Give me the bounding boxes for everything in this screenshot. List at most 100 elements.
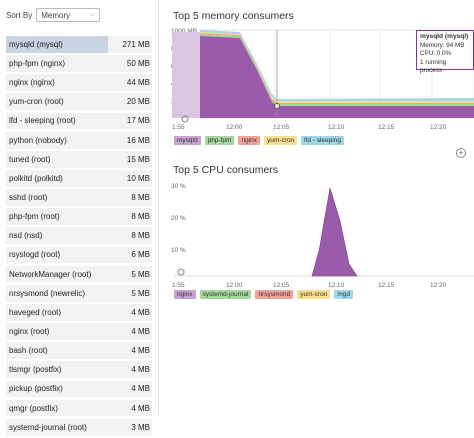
y-tick-label: 20 % <box>171 215 186 222</box>
process-value: 16 MB <box>126 135 150 145</box>
process-row[interactable]: sshd (root) 8 MB <box>6 189 152 206</box>
x-tick-label: 12:15 <box>378 282 395 288</box>
x-tick-label: 12:10 <box>328 282 345 288</box>
process-name: nsd (nsd) <box>9 231 43 241</box>
process-row[interactable]: systemd-journal (root) 3 MB <box>6 418 152 436</box>
process-row[interactable]: rsyslogd (root) 6 MB <box>6 246 152 264</box>
process-row[interactable]: haveged (root) 4 MB <box>6 303 152 321</box>
process-row[interactable]: nginx (root) 4 MB <box>6 323 152 340</box>
process-value: 4 MB <box>131 346 150 356</box>
x-tick-label: 12:05 <box>273 282 290 288</box>
hover-point <box>274 103 280 109</box>
process-row[interactable]: nsd (nsd) 8 MB <box>6 227 152 245</box>
process-value: 17 MB <box>126 116 150 126</box>
process-name: php-fpm (nginx) <box>9 59 66 69</box>
sort-selected-value: Memory <box>41 10 71 20</box>
process-name: NetworkManager (root) <box>9 269 92 279</box>
process-name: rsyslogd (root) <box>9 250 61 260</box>
process-row[interactable]: nrsysmond (newrelic) 5 MB <box>6 284 152 302</box>
y-tick-label: 1000 MB <box>171 28 197 35</box>
history-area <box>172 32 202 118</box>
process-row[interactable]: lfd - sleeping (root) 17 MB <box>6 112 152 130</box>
tooltip-cpu: CPU: 0.0% <box>420 50 452 58</box>
process-value: 271 MB <box>122 39 150 49</box>
plus-circle-icon[interactable]: + <box>456 148 466 158</box>
process-value: 4 MB <box>131 327 150 336</box>
x-tick-label: 12:20 <box>430 282 447 288</box>
y-tick-label: 10 % <box>171 247 186 254</box>
x-tick-label: 12:10 <box>328 124 345 131</box>
legend-item[interactable]: yum-cron <box>264 136 298 145</box>
process-name: tlsmgr (postfix) <box>9 365 62 375</box>
cpu-legend: nginx systemd-journal nrsysmond yum-cron mgd <box>174 290 353 299</box>
process-row[interactable]: mysqld (mysql) 271 MB <box>6 36 152 53</box>
process-row[interactable]: nginx (nginx) 44 MB <box>6 74 152 92</box>
memory-panel-title: Top 5 memory consumers <box>173 10 294 22</box>
process-value: 50 MB <box>126 59 150 69</box>
legend-item[interactable]: nrsysmond <box>255 290 294 299</box>
process-name: mysqld (mysql) <box>9 39 63 49</box>
process-row[interactable]: tuned (root) 15 MB <box>6 150 152 168</box>
x-tick-label: 12:15 <box>378 124 395 131</box>
process-value: 15 MB <box>126 154 150 164</box>
tooltip-memory: Memory: 94 MB <box>420 41 465 49</box>
process-value: 5 MB <box>131 269 150 279</box>
legend-item[interactable]: mgd <box>334 290 353 299</box>
process-name: yum-cron (root) <box>9 97 64 107</box>
sort-label: Sort By <box>6 10 33 20</box>
process-name: pickup (postfix) <box>9 384 63 394</box>
y-tick-label: 30 % <box>171 183 186 190</box>
process-value: 4 MB <box>131 403 150 413</box>
reset-icon[interactable] <box>181 115 189 123</box>
x-tick-label: 12:20 <box>430 124 447 131</box>
cpu-panel-title: Top 5 CPU consumers <box>173 164 279 176</box>
legend-item[interactable]: lfd - sleeping <box>301 136 344 145</box>
process-row[interactable]: php-fpm (root) 8 MB <box>6 208 152 226</box>
process-usage-bar <box>6 36 109 53</box>
process-name: polkitd (polkitd) <box>9 173 63 183</box>
process-value: 4 MB <box>131 365 150 375</box>
process-value: 8 MB <box>131 193 150 203</box>
process-row[interactable]: NetworkManager (root) 5 MB <box>6 265 152 283</box>
process-row[interactable]: yum-cron (root) 20 MB <box>6 93 152 111</box>
legend-item[interactable]: nginx <box>238 136 260 145</box>
process-name: python (nobody) <box>9 135 67 145</box>
process-value: 3 MB <box>131 422 150 432</box>
memory-chart[interactable]: 1000 MB800 MB600 MB400 MB200 MB1:5512:00… <box>162 22 474 140</box>
process-value: 4 MB <box>131 384 150 394</box>
x-tick-label: 12:00 <box>226 124 243 131</box>
reset-icon[interactable] <box>177 268 185 276</box>
process-row[interactable]: tlsmgr (postfix) 4 MB <box>6 361 152 379</box>
process-row[interactable]: python (nobody) 16 MB <box>6 131 152 149</box>
process-name: lfd - sleeping (root) <box>9 116 76 126</box>
process-value: 44 MB <box>126 78 150 88</box>
process-value: 5 MB <box>131 288 150 298</box>
process-name: bash (root) <box>9 346 48 356</box>
x-tick-label: 12:05 <box>273 124 290 131</box>
process-name: php-fpm (root) <box>9 212 60 222</box>
process-name: nrsysmond (newrelic) <box>9 288 86 298</box>
x-tick-label: 1:55 <box>172 124 185 131</box>
process-list: mysqld (mysql) 271 MB php-fpm (nginx) 50 MB… <box>6 36 152 438</box>
divider <box>158 0 159 415</box>
process-row[interactable]: bash (root) 4 MB <box>6 342 152 360</box>
legend-item[interactable]: nginx <box>174 290 196 299</box>
legend-item[interactable]: php-fpm <box>204 136 235 145</box>
process-row[interactable]: qmgr (postfix) 4 MB <box>6 399 152 417</box>
chevron-down-icon: ⌵ <box>89 11 96 18</box>
process-row[interactable]: polkitd (polkitd) 10 MB <box>6 169 152 187</box>
process-row[interactable]: pickup (postfix) 4 MB <box>6 380 152 398</box>
legend-item[interactable]: mysqld <box>174 136 201 145</box>
process-name: qmgr (postfix) <box>9 403 58 413</box>
legend-item[interactable]: yum-cron <box>297 290 331 299</box>
process-value: 20 MB <box>126 97 150 107</box>
tooltip-title: mysqld (mysql) <box>420 33 469 40</box>
process-row[interactable]: php-fpm (nginx) 50 MB <box>6 55 152 72</box>
cpu-chart[interactable]: 30 % 20 % 10 % 1:55 12:00 12:05 12:10 12:15 12:2… <box>162 176 474 288</box>
mysqld-band <box>200 36 474 118</box>
sort-select[interactable]: Memory ⌵ <box>36 8 101 22</box>
legend-item[interactable]: systemd-journal <box>199 290 252 299</box>
process-sidebar: Sort By Memory ⌵ mysqld (mysql) 271 MB php… <box>0 0 152 436</box>
process-name: nginx (root) <box>9 327 50 336</box>
tooltip-running: 1 running process <box>420 58 447 75</box>
